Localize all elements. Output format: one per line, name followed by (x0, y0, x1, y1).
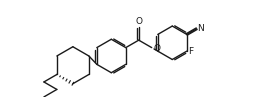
Text: O: O (154, 44, 161, 53)
Text: N: N (198, 24, 204, 33)
Text: O: O (136, 17, 143, 26)
Text: F: F (189, 47, 194, 56)
